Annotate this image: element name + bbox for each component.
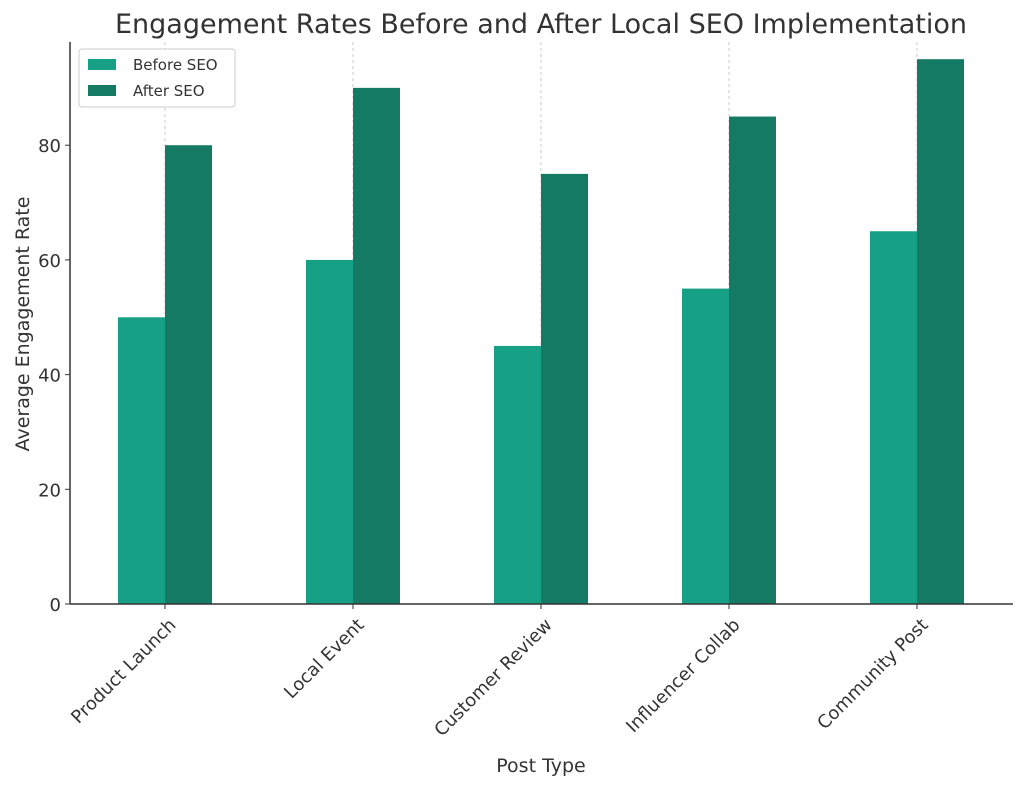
y-tick-label: 0 (50, 595, 61, 616)
y-tick-label: 20 (38, 480, 61, 501)
bar-before-4 (682, 288, 729, 604)
bar-after-3 (541, 173, 588, 605)
y-tick-label: 40 (38, 366, 61, 387)
x-tick-label: Product Launch (67, 615, 180, 728)
bars (118, 59, 964, 605)
y-ticks: 0 20 40 60 80 (38, 136, 70, 616)
legend-swatch-before (88, 59, 116, 70)
x-axis-label: Post Type (496, 755, 585, 777)
y-axis-label: Average Engagement Rate (12, 197, 34, 452)
x-tick-label: Customer Review (430, 615, 556, 741)
legend-label-after: After SEO (133, 82, 205, 100)
bar-before-2 (306, 259, 353, 604)
legend-label-before: Before SEO (133, 56, 218, 74)
legend: Before SEO After SEO (78, 48, 236, 108)
bar-after-1 (165, 145, 212, 604)
bar-before-3 (494, 345, 541, 604)
y-tick-label: 80 (38, 136, 61, 157)
chart-title: Engagement Rates Before and After Local … (115, 9, 967, 40)
x-tick-label: Community Post (813, 615, 932, 734)
legend-box (78, 48, 236, 108)
x-tick-label: Influencer Collab (622, 615, 744, 737)
y-tick-label: 60 (38, 251, 61, 272)
bar-before-5 (870, 231, 917, 604)
bar-after-5 (917, 59, 964, 604)
bar-after-2 (353, 87, 400, 604)
bar-after-4 (729, 116, 776, 604)
bar-before-1 (118, 317, 165, 604)
x-ticks: Product Launch Local Event Customer Review… (67, 604, 933, 741)
legend-swatch-after (88, 85, 116, 96)
x-tick-label: Local Event (280, 615, 368, 703)
